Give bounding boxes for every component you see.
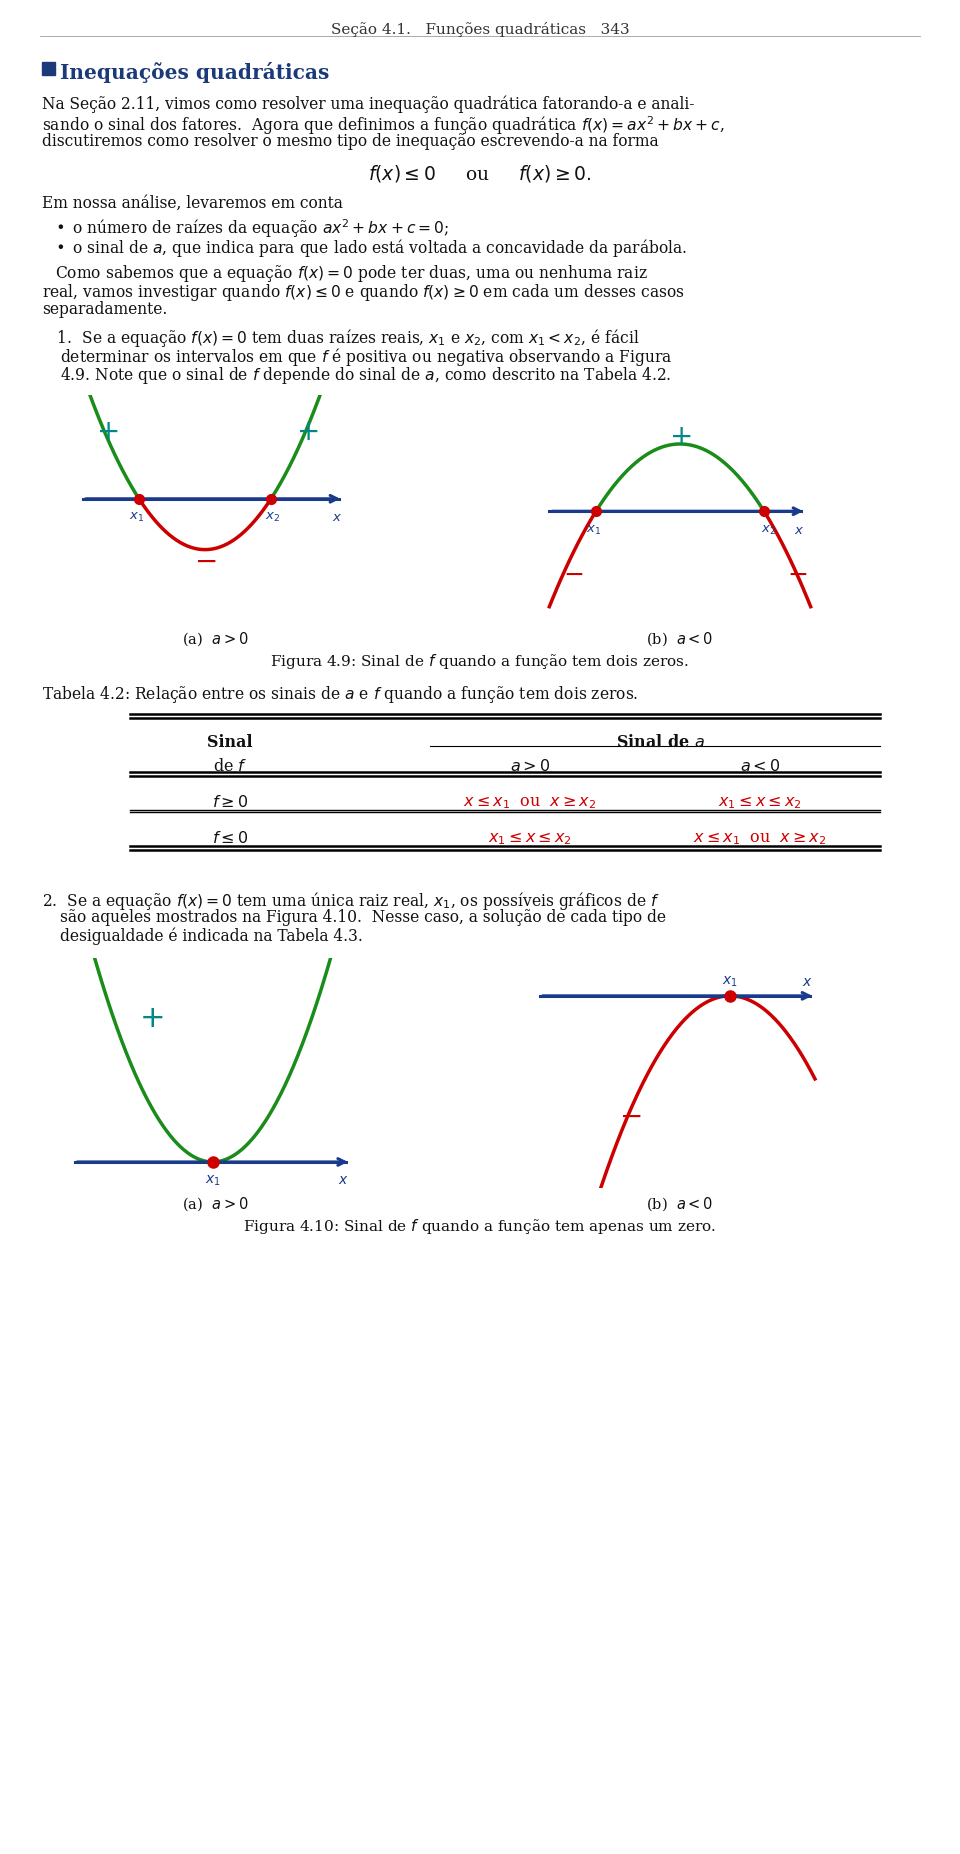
Text: Inequações quadráticas: Inequações quadráticas [60,61,329,83]
Text: separadamente.: separadamente. [42,300,167,319]
Text: de $f$: de $f$ [213,758,248,775]
Text: $a < 0$: $a < 0$ [740,758,780,775]
Text: $x_1 \leq x \leq x_2$: $x_1 \leq x \leq x_2$ [489,831,572,847]
Text: (b)  $a < 0$: (b) $a < 0$ [646,630,713,647]
Text: $-$: $-$ [786,562,806,586]
Text: $x_2$: $x_2$ [761,523,777,538]
Text: $\bullet$: $\bullet$ [55,217,64,234]
Text: Seção 4.1.   Funções quadráticas   343: Seção 4.1. Funções quadráticas 343 [330,22,630,37]
Text: $a > 0$: $a > 0$ [510,758,550,775]
Text: $\bullet$: $\bullet$ [55,237,64,254]
Text: 4.9. Note que o sinal de $f$ depende do sinal de $a$, como descrito na Tabela 4.: 4.9. Note que o sinal de $f$ depende do … [60,365,671,386]
Text: $f \geq 0$: $f \geq 0$ [212,794,248,810]
Text: $-$: $-$ [619,1101,641,1129]
Text: $x_1$: $x_1$ [130,512,145,525]
Text: 1.  Se a equação $f(x) = 0$ tem duas raízes reais, $x_1$ e $x_2$, com $x_1 < x_2: 1. Se a equação $f(x) = 0$ tem duas raíz… [42,326,639,349]
Text: $x \leq x_1$  ou  $x \geq x_2$: $x \leq x_1$ ou $x \geq x_2$ [693,831,827,847]
Text: Como sabemos que a equação $f(x) = 0$ pode ter duas, uma ou nenhuma raiz: Como sabemos que a equação $f(x) = 0$ po… [55,263,648,284]
Text: sando o sinal dos fatores.  Agora que definimos a função quadrática $f(x) = ax^2: sando o sinal dos fatores. Agora que def… [42,113,725,137]
Text: $-$: $-$ [194,547,216,575]
Text: Sinal: Sinal [207,734,252,751]
Text: (a)  $a > 0$: (a) $a > 0$ [181,1196,249,1213]
Text: desigualdade é indicada na Tabela 4.3.: desigualdade é indicada na Tabela 4.3. [60,927,363,946]
Text: $x$: $x$ [332,512,342,525]
Text: (a)  $a > 0$: (a) $a > 0$ [181,630,249,647]
Text: o sinal de $a$, que indica para que lado está voltada a concavidade da parábola.: o sinal de $a$, que indica para que lado… [72,237,687,260]
Text: 2.  Se a equação $f(x) = 0$ tem uma única raiz real, $x_1$, os possíveis gráfico: 2. Se a equação $f(x) = 0$ tem uma única… [42,890,660,912]
Text: $x_1 \leq x \leq x_2$: $x_1 \leq x \leq x_2$ [718,794,802,810]
Text: $+$: $+$ [669,423,691,451]
Text: Figura 4.10: Sinal de $f$ quando a função tem apenas um zero.: Figura 4.10: Sinal de $f$ quando a funçã… [244,1218,716,1237]
Text: o número de raízes da equação $ax^2 + bx + c = 0$;: o número de raízes da equação $ax^2 + bx… [72,217,449,239]
Text: $+$: $+$ [96,419,118,447]
Bar [42,61,55,74]
Text: $f \leq 0$: $f \leq 0$ [212,831,248,847]
Text: $+$: $+$ [138,1005,163,1033]
Text: $x_2$: $x_2$ [266,512,280,525]
Text: $x$: $x$ [338,1174,348,1187]
Text: são aqueles mostrados na Figura 4.10.  Nesse caso, a solução de cada tipo de: são aqueles mostrados na Figura 4.10. Ne… [60,908,666,925]
Text: $+$: $+$ [296,419,318,447]
Text: Na Seção 2.11, vimos como resolver uma inequação quadrática fatorando-a e anali-: Na Seção 2.11, vimos como resolver uma i… [42,95,694,113]
Text: $x$: $x$ [803,975,813,988]
Text: $x$: $x$ [794,523,804,536]
Text: $x_1$: $x_1$ [204,1174,221,1188]
Text: $x \leq x_1$  ou  $x \geq x_2$: $x \leq x_1$ ou $x \geq x_2$ [464,794,597,810]
Text: determinar os intervalos em que $f$ é positiva ou negativa observando a Figura: determinar os intervalos em que $f$ é po… [60,347,672,367]
Text: $x_1$: $x_1$ [586,523,601,538]
Text: $x_1$: $x_1$ [722,973,738,988]
Text: $f(x) \leq 0$     ou     $f(x) \geq 0.$: $f(x) \leq 0$ ou $f(x) \geq 0.$ [369,163,591,184]
Text: Figura 4.9: Sinal de $f$ quando a função tem dois zeros.: Figura 4.9: Sinal de $f$ quando a função… [271,653,689,671]
Text: Sinal de $a$: Sinal de $a$ [615,734,705,751]
Text: (b)  $a < 0$: (b) $a < 0$ [646,1196,713,1213]
Text: discutiremos como resolver o mesmo tipo de inequação escrevendo-a na forma: discutiremos como resolver o mesmo tipo … [42,133,659,150]
Text: Tabela 4.2: Relação entre os sinais de $a$ e $f$ quando a função tem dois zeros.: Tabela 4.2: Relação entre os sinais de $… [42,684,638,705]
Text: $-$: $-$ [563,562,583,586]
Text: Em nossa análise, levaremos em conta: Em nossa análise, levaremos em conta [42,195,343,211]
Text: real, vamos investigar quando $f(x) \leq 0$ e quando $f(x) \geq 0$ em cada um de: real, vamos investigar quando $f(x) \leq… [42,282,684,302]
